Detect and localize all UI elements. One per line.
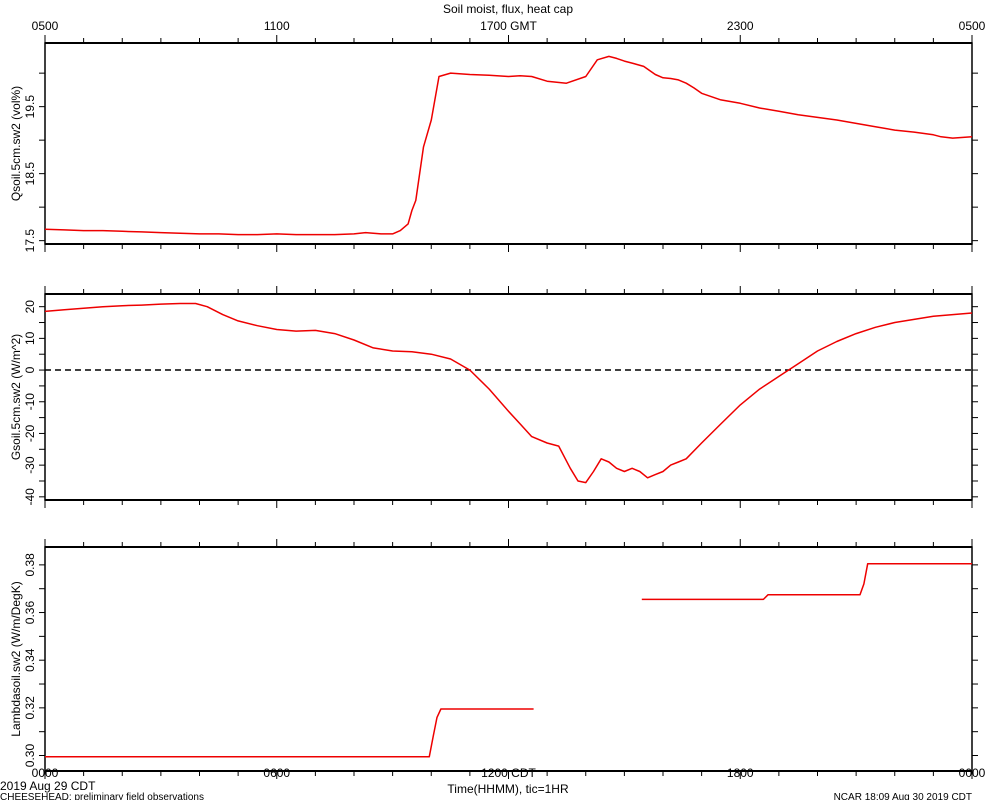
y-tick-label: -20 <box>23 424 37 442</box>
top-tick-label: 0500 <box>32 19 59 33</box>
y-tick-label: 18.5 <box>23 162 37 186</box>
footer-creation-note: NCAR 18:09 Aug 30 2019 CDT <box>834 792 972 800</box>
bottom-tick-label: 0600 <box>263 766 290 780</box>
y-tick-label: 0.38 <box>23 553 37 577</box>
y-tick-label: 0.34 <box>23 648 37 672</box>
panel-2: 20 10 0 -10 -20 -30 -40 Gsoil.5cm.sw2 (W/m^2) <box>9 286 978 508</box>
y-tick-label: 17.5 <box>23 229 37 253</box>
bottom-tick-label: 1200 CDT <box>481 766 536 780</box>
footer-date-label: 2019 Aug 29 CDT <box>0 779 96 793</box>
panel-frame <box>44 42 973 245</box>
top-axis-tick-labels: 0500 1100 1700 GMT 2300 0500 <box>32 19 986 33</box>
y-axis-title: Qsoil.5cm.sw2 (vol%) <box>9 86 23 201</box>
bottom-tick-label: 1800 <box>727 766 754 780</box>
series-line-1-1 <box>44 55 973 236</box>
top-tick-label: 1700 GMT <box>480 19 537 33</box>
chart-title: Soil moist, flux, heat cap <box>443 2 573 16</box>
y-axis-title: Gsoil.5cm.sw2 (W/m^2) <box>9 334 23 460</box>
bottom-tick-label: 0000 <box>32 766 59 780</box>
panel-frame <box>44 293 973 501</box>
y-tick-label: 0.36 <box>23 601 37 625</box>
y-tick-label: -10 <box>23 393 37 411</box>
series-line-3-2 <box>641 562 972 601</box>
top-tick-label: 0500 <box>959 19 986 33</box>
footer-project-note: CHEESEHEAD: preliminary field observatio… <box>0 792 204 800</box>
series-line-2-1 <box>44 302 973 484</box>
y-tick-label: -40 <box>23 488 37 506</box>
top-tick-label: 2300 <box>727 19 754 33</box>
panel-frame <box>44 546 973 772</box>
y-tick-label: 20 <box>23 300 37 314</box>
x-axis-title: Time(HHMM), tic=1HR <box>447 782 569 796</box>
y-tick-label: 0.32 <box>23 696 37 720</box>
y-tick-label: 19.5 <box>23 95 37 119</box>
bottom-axis-tick-labels: 0000 0600 1200 CDT 1800 0000 <box>32 766 986 780</box>
y-tick-label: -30 <box>23 456 37 474</box>
series-line-3-1 <box>45 708 534 758</box>
y-axis-title: Lambdasoil.sw2 (W/m/DegK) <box>9 581 23 736</box>
y-tick-label: 0.30 <box>23 744 37 768</box>
top-tick-label: 1100 <box>264 19 290 33</box>
y-tick-label: 0 <box>23 366 37 373</box>
bottom-tick-label: 0000 <box>959 766 986 780</box>
y-tick-label: 10 <box>23 331 37 345</box>
